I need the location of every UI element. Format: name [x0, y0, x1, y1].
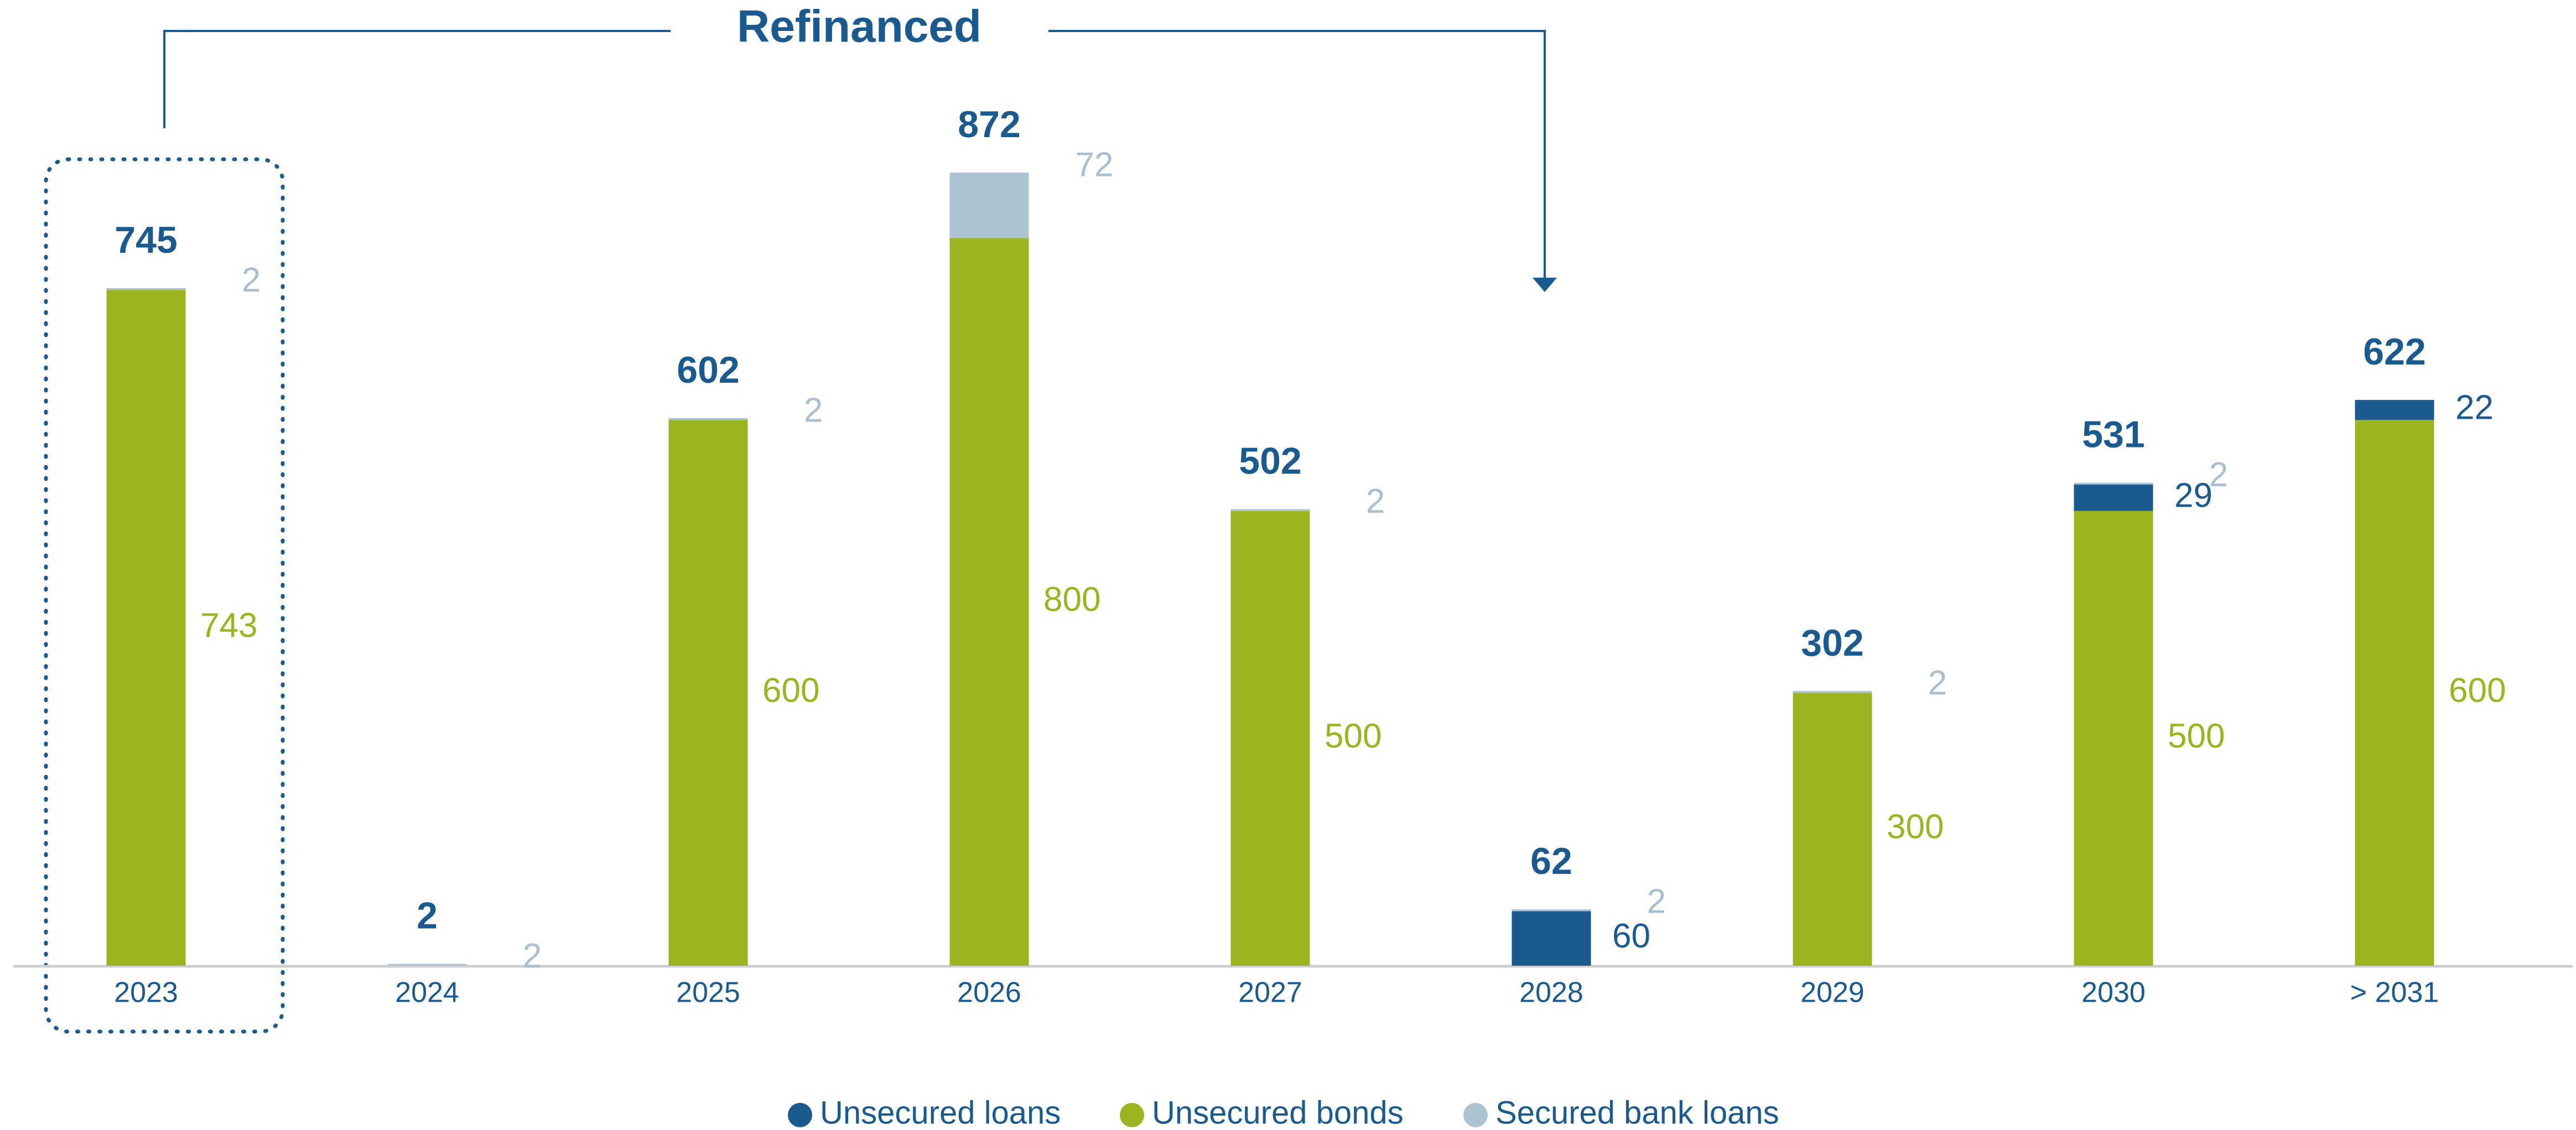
- bar-segment: [106, 290, 186, 966]
- legend-label: Secured bank loans: [1495, 1095, 1779, 1130]
- bar-segment: [2355, 420, 2434, 966]
- bar-segment: [668, 418, 748, 420]
- total-label: 622: [2363, 331, 2426, 373]
- bar-segment: [1230, 509, 1310, 511]
- total-label: 531: [2082, 414, 2144, 456]
- bar-segment: [2074, 482, 2153, 485]
- segment-label: 500: [1325, 717, 1382, 755]
- segment-label: 800: [1043, 581, 1100, 619]
- total-label: 62: [1530, 840, 1572, 882]
- bar-segment: [1512, 909, 1591, 912]
- bar-segment: [1793, 692, 1872, 966]
- x-tick-label: 2028: [1519, 977, 1583, 1009]
- x-tick-label: 2024: [395, 977, 459, 1009]
- total-label: 502: [1239, 440, 1301, 482]
- bar-segment: [1230, 511, 1310, 966]
- segment-label: 60: [1612, 917, 1650, 955]
- annotation: Refinanced: [737, 2, 981, 52]
- bar-segment: [2355, 400, 2434, 420]
- bar-segment: [2074, 511, 2153, 966]
- segment-label: 600: [762, 671, 819, 710]
- segment-label: 2: [1928, 664, 1947, 702]
- bracket-left: [163, 30, 671, 128]
- segment-label: 300: [1887, 808, 1944, 846]
- legend-label: Unsecured bonds: [1152, 1095, 1404, 1130]
- x-tick-label: 2025: [676, 977, 740, 1009]
- segment-label: 2: [1366, 482, 1385, 520]
- segment-label: 2: [523, 937, 542, 975]
- legend-swatch: [1120, 1103, 1144, 1127]
- bar-segment: [1512, 911, 1591, 966]
- segment-label: 2: [242, 261, 261, 299]
- total-label: 302: [1801, 622, 1863, 664]
- bar-segment: [387, 964, 467, 966]
- total-label: 602: [677, 349, 739, 391]
- bar-segment: [1793, 691, 1872, 693]
- x-tick-label: 2030: [2081, 977, 2146, 1009]
- x-tick-label: > 2031: [2350, 977, 2439, 1009]
- bracket-right: [1048, 30, 1546, 278]
- segment-label: 600: [2449, 671, 2506, 710]
- bar-segment: [106, 288, 186, 290]
- segment-label: 29: [2174, 476, 2213, 514]
- x-tick-label: 2026: [957, 977, 1021, 1009]
- total-label: 2: [417, 895, 438, 937]
- bar-segment: [949, 173, 1029, 238]
- segment-label: 743: [200, 606, 257, 644]
- segment-label: 2: [2209, 456, 2228, 494]
- total-label: 872: [958, 103, 1020, 145]
- segment-label: 72: [1076, 145, 1114, 184]
- legend-swatch: [1463, 1103, 1488, 1127]
- x-tick-label: 2023: [114, 977, 178, 1009]
- segment-label: 2: [1647, 882, 1666, 920]
- bar-segment: [2074, 485, 2153, 511]
- legend-swatch: [788, 1103, 812, 1127]
- x-tick-label: 2029: [1800, 977, 1865, 1009]
- x-tick-label: 2027: [1238, 977, 1302, 1009]
- segment-label: 2: [804, 391, 823, 429]
- bar-segment: [668, 420, 748, 966]
- highlight-box: [44, 157, 285, 1034]
- arrow-head: [1533, 278, 1557, 292]
- bar-segment: [949, 238, 1029, 966]
- total-label: 745: [115, 219, 177, 261]
- legend-label: Unsecured loans: [820, 1095, 1061, 1130]
- segment-label: 22: [2455, 389, 2494, 427]
- segment-label: 500: [2168, 717, 2225, 755]
